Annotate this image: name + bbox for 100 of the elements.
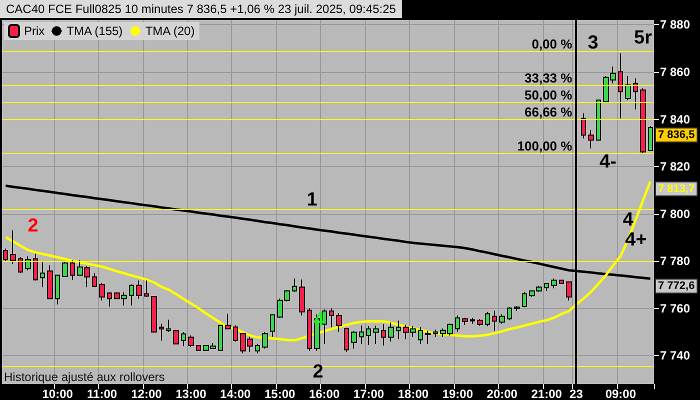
annotation: 4- (600, 152, 616, 172)
chart-title: CAC40 FCE Full0825 10 minutes 7 836,5 +1,06 % 23 juil. 2025, 09:45:25 (6, 2, 396, 16)
y-tick-label: 7 740 (660, 348, 690, 363)
candlestick (329, 308, 334, 328)
candlestick (359, 325, 364, 344)
candlestick (351, 330, 357, 350)
candlestick (640, 88, 646, 154)
candlestick (388, 322, 394, 342)
line-series (4, 180, 652, 342)
y-tick-label: 7 760 (660, 301, 690, 316)
candlestick (396, 320, 401, 340)
annotation: 1 (306, 190, 318, 210)
candlestick (129, 284, 134, 306)
candlestick (566, 281, 572, 301)
candlestick (99, 282, 105, 301)
y-tick-label: 7 860 (660, 65, 690, 79)
candlestick (262, 332, 268, 350)
candlestick (507, 306, 512, 321)
candlestick (166, 319, 171, 332)
annotation: 66,66 % (524, 104, 573, 120)
candlestick (233, 324, 238, 342)
candlestick (196, 344, 201, 351)
candlestick (92, 272, 97, 288)
y-tick-label: 7 880 (660, 18, 690, 32)
candlestick (596, 100, 601, 142)
candlestick (136, 280, 142, 300)
annotation: 2 (312, 362, 324, 382)
candlestick (433, 329, 438, 338)
candlestick (159, 323, 164, 342)
x-tick-label: 17:00 (353, 387, 384, 400)
candlestick (588, 130, 594, 149)
candlestick (425, 330, 431, 344)
annotation: 5r (634, 28, 653, 48)
candlestick (173, 329, 179, 344)
candlestick (522, 291, 527, 308)
candlestick (344, 327, 349, 353)
candlestick (336, 312, 342, 332)
candlestick (299, 279, 305, 316)
candlestick (551, 278, 557, 289)
text: 7 772,6 (658, 280, 695, 292)
candlestick (62, 262, 68, 278)
annotation: Historique ajusté aux rollovers (4, 370, 165, 384)
x-tick-label: 13:00 (176, 387, 207, 400)
x-tick-label: 16:00 (308, 387, 340, 400)
candlestick (381, 323, 386, 346)
candlestick (499, 314, 505, 324)
candlestick (47, 264, 53, 300)
candlestick (477, 318, 483, 326)
candlestick (3, 248, 8, 262)
candlestick (373, 325, 379, 344)
annotation: 50,00 % (524, 88, 573, 103)
candlestick (33, 253, 38, 281)
y-tick-label: 7 800 (660, 206, 690, 221)
candlestick (151, 296, 157, 334)
candlestick (188, 335, 194, 348)
y-tick-label: 7 820 (660, 160, 690, 174)
text: 7 836,5 (658, 129, 695, 142)
annotation: 2 (28, 216, 38, 236)
candlestick (455, 314, 460, 332)
candlestick (18, 256, 23, 274)
candlestick (70, 260, 75, 280)
candlestick (581, 112, 586, 139)
x-tick-label: 20:00 (486, 387, 518, 400)
candlestick (144, 280, 149, 298)
annotation: 4 (622, 210, 634, 230)
candlestick (181, 332, 186, 347)
x-tick-label: 19:00 (442, 387, 474, 400)
candlestick (544, 282, 549, 292)
x-tick-label: 10:00 (42, 387, 74, 400)
x-tick-label: 12:00 (131, 387, 162, 400)
candlestick (485, 311, 490, 327)
candlestick (366, 326, 371, 346)
candlestick (255, 343, 260, 354)
x-tick-label: 21:00 (531, 387, 562, 400)
y-tick-label: 7 840 (660, 112, 690, 126)
candlestick (218, 324, 223, 351)
candlestick (225, 313, 231, 330)
annotation: 100,00 % (517, 138, 573, 154)
candlestick (55, 274, 60, 305)
x-tick-label: 14:00 (220, 387, 252, 400)
x-tick-label: 23 (570, 387, 584, 400)
annotation: 4 (314, 310, 325, 330)
candlestick (462, 317, 468, 326)
candlestick (470, 317, 475, 324)
y-tick-label: 7 780 (660, 254, 690, 268)
candlestick (625, 76, 631, 101)
candlestick (418, 326, 423, 344)
candlestick (40, 262, 45, 288)
candlestick (307, 308, 312, 352)
x-tick-label: 18:00 (398, 387, 429, 400)
legend-label: TMA (155) (66, 24, 123, 38)
annotation: 0,00 % (532, 36, 573, 52)
candlestick (514, 306, 520, 312)
annotation: 33,33 % (524, 70, 573, 86)
x-tick-label: 11:00 (87, 387, 118, 400)
candlestick (618, 52, 623, 119)
x-tick-label: 09:00 (605, 387, 636, 400)
x-tick-label: 15:00 (264, 387, 296, 400)
candlestick (633, 78, 638, 110)
candlestick (107, 292, 112, 307)
